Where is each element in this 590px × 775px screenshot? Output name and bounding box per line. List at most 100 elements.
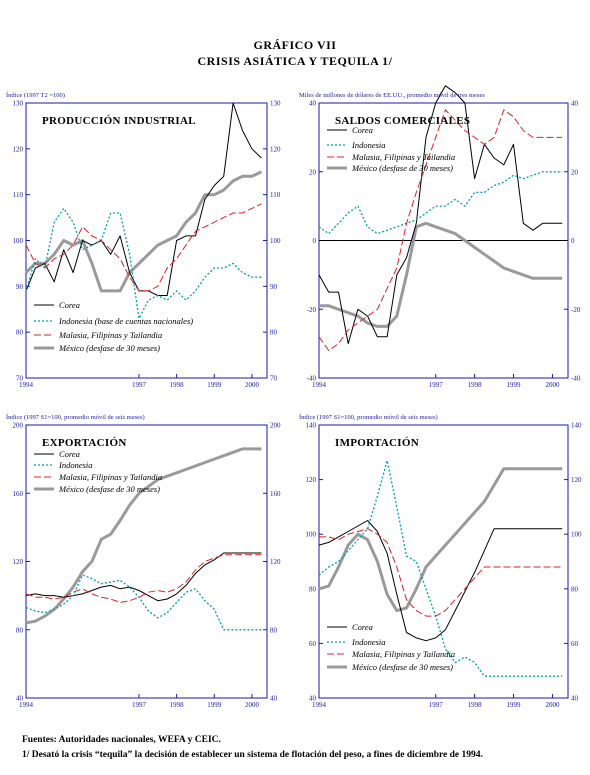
legend-label-malasia: Malasia, Filipinas y Tailandia — [351, 649, 455, 659]
unit-label: Índice (1997 T2 =100) — [6, 91, 65, 99]
y-tick-label-right: -20 — [571, 306, 581, 314]
figure-title: CRISIS ASIÁTICA Y TEQUILA 1/ — [197, 54, 393, 68]
y-tick-label-right: 140 — [571, 422, 582, 430]
legend-label-indonesia: Indonesia — [351, 140, 386, 150]
legend-label-indonesia: Indonesia — [351, 637, 386, 647]
y-tick-label-left: 120 — [306, 476, 317, 484]
y-tick-label-right: 120 — [270, 558, 281, 566]
series-line-mexico — [318, 467, 563, 613]
x-tick-label: 1994 — [19, 381, 34, 389]
x-tick-label: 2000 — [545, 701, 560, 709]
y-tick-label-left: 110 — [13, 191, 24, 199]
y-tick-label-right: 160 — [270, 490, 281, 498]
y-tick-label-left: 80 — [309, 585, 317, 593]
x-tick-label: 2000 — [545, 381, 560, 389]
legend-label-mexico: México (desfase de 30 meses) — [58, 343, 160, 353]
y-tick-label-left: 90 — [16, 283, 24, 291]
y-tick-label-left: 40 — [16, 695, 24, 703]
legend-label-corea: Corea — [59, 449, 80, 459]
chart-panel-3: Índice (1997 S1=100, promedio móvil de s… — [6, 413, 281, 709]
chart-panel-4: Índice (1997 S1=100, promedio móvil de s… — [299, 413, 582, 709]
y-tick-label-left: 40 — [309, 695, 317, 703]
chart-panel-2: Miles de millones de dólares de EE.UU., … — [299, 85, 581, 389]
series-line-corea — [318, 85, 563, 345]
plot-frame — [318, 424, 569, 699]
y-tick-label-right: 100 — [571, 531, 582, 539]
legend-label-malasia: Malasia, Filipinas y Tailandia — [58, 330, 162, 340]
y-tick-label-left: 100 — [306, 531, 317, 539]
series-line-mexico — [319, 221, 563, 328]
y-tick-label-left: 20 — [309, 168, 317, 176]
footnote: 1/ Desató la crisis “tequila” la decisió… — [22, 750, 483, 760]
y-tick-label-left: 130 — [13, 100, 24, 108]
y-tick-label-left: 40 — [309, 100, 317, 108]
legend-label-malasia: Malasia, Filipinas y Tailandia — [351, 152, 455, 162]
legend-label-mexico: México (desfase de 30 meses) — [58, 484, 160, 494]
x-tick-label: 1994 — [19, 701, 34, 709]
unit-label: Índice (1997 S1=100, promedio móvil de s… — [6, 413, 145, 421]
x-tick-label: 1997 — [132, 701, 147, 709]
y-tick-label-right: 70 — [270, 375, 278, 383]
series-line-malasia — [318, 109, 563, 351]
y-tick-label-right: 80 — [270, 329, 278, 337]
y-tick-label-left: 120 — [13, 145, 24, 153]
series-line-malasia — [25, 203, 262, 292]
x-tick-label: 1997 — [429, 381, 444, 389]
x-tick-label: 1994 — [312, 701, 327, 709]
sources-note: Fuentes: Autoridades nacionales, WEFA y … — [22, 735, 221, 745]
x-tick-label: 1999 — [507, 381, 522, 389]
legend-label-indonesia: Indonesia — [58, 460, 93, 470]
series-line-indonesia — [25, 574, 262, 631]
legend-label-mexico: México (desfase de 30 meses) — [351, 662, 453, 672]
y-tick-label-right: 60 — [571, 640, 579, 648]
y-tick-label-right: 110 — [270, 191, 281, 199]
x-tick-label: 1999 — [507, 701, 522, 709]
series-line-malasia — [319, 528, 563, 617]
series-line-indonesia — [318, 171, 563, 235]
y-tick-label-left: -40 — [307, 375, 317, 383]
legend-label-corea: Corea — [352, 622, 373, 632]
legend-label-mexico: México (desfase de 30 meses) — [351, 163, 453, 173]
y-tick-label-left: 100 — [13, 237, 24, 245]
series-line-corea — [25, 552, 262, 602]
y-tick-label-left: 200 — [13, 422, 24, 430]
y-tick-label-right: 100 — [270, 237, 281, 245]
y-tick-label-left: 80 — [16, 626, 24, 634]
series-line-malasia — [25, 554, 262, 603]
y-tick-label-left: 140 — [306, 422, 317, 430]
x-tick-label: 2000 — [245, 381, 260, 389]
y-tick-label-left: 0 — [313, 237, 317, 245]
y-tick-label-left: 70 — [16, 375, 24, 383]
chart-title: SALDOS COMERCIALES — [335, 115, 470, 127]
y-tick-label-right: 40 — [571, 100, 579, 108]
y-tick-label-right: 120 — [270, 145, 281, 153]
x-tick-label: 2000 — [245, 701, 260, 709]
figure-number: GRÁFICO VII — [253, 38, 337, 52]
x-tick-label: 1998 — [170, 381, 185, 389]
x-tick-label: 1997 — [132, 381, 147, 389]
y-tick-label-left: 80 — [16, 329, 24, 337]
legend-label-malasia: Malasia, Filipinas y Tailandia — [58, 472, 162, 482]
y-tick-label-right: 40 — [571, 695, 579, 703]
y-tick-label-left: -20 — [307, 306, 317, 314]
y-tick-label-right: 130 — [270, 100, 281, 108]
y-tick-label-left: 120 — [13, 558, 24, 566]
series-line-mexico — [24, 170, 263, 293]
y-tick-label-left: 60 — [309, 640, 317, 648]
chart-panel-1: Índice (1997 T2 =100) 70 70 80 80 90 90 100 100 1… — [6, 91, 281, 389]
chart-title: PRODUCCIÓN INDUSTRIAL — [42, 115, 196, 127]
x-tick-label: 1998 — [468, 701, 483, 709]
x-tick-label: 1999 — [207, 381, 222, 389]
y-tick-label-right: 40 — [270, 695, 278, 703]
legend-label-indonesia: Indonesia (base de cuentas nacionales) — [58, 316, 193, 326]
series-line-corea — [318, 520, 563, 642]
x-tick-label: 1994 — [312, 381, 327, 389]
y-tick-label-right: 80 — [571, 585, 579, 593]
x-tick-label: 1999 — [207, 701, 222, 709]
y-tick-label-right: 200 — [270, 422, 281, 430]
chart-title: EXPORTACIÓN — [42, 437, 127, 449]
series-line-indonesia — [25, 207, 262, 320]
y-tick-label-left: 160 — [13, 490, 24, 498]
x-tick-label: 1998 — [170, 701, 185, 709]
